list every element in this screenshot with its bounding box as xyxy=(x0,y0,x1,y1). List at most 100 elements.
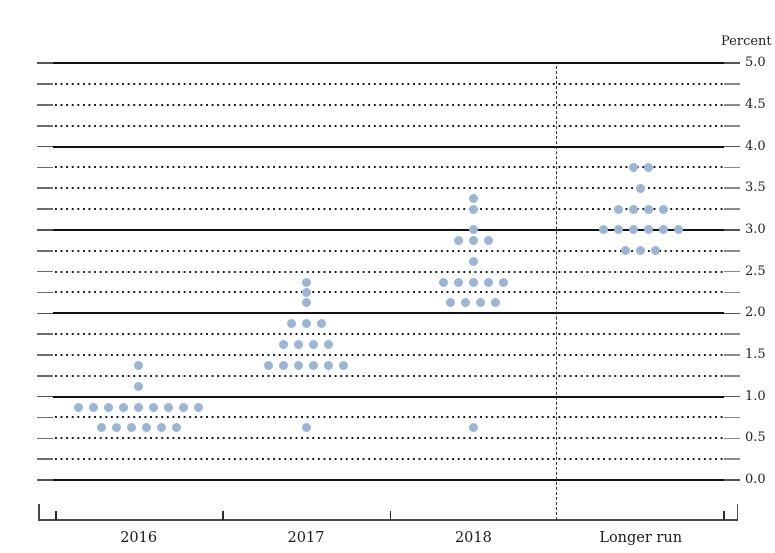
gridline-body xyxy=(53,374,724,377)
gridline-left-cap xyxy=(37,395,53,398)
projection-dot xyxy=(643,225,653,235)
projection-dot xyxy=(468,277,478,287)
gridline-solid xyxy=(37,479,740,481)
gridline-solid xyxy=(37,62,740,65)
gridline-right-cap xyxy=(724,333,740,335)
gridline-dotted xyxy=(37,416,740,419)
projection-dot xyxy=(126,423,136,433)
gridline-body xyxy=(53,145,724,148)
gridline-body xyxy=(53,62,724,65)
projection-dot xyxy=(483,235,493,245)
gridline-body xyxy=(53,270,724,273)
projection-dot xyxy=(104,402,114,412)
gridline-dotted xyxy=(37,270,740,273)
gridline-right-cap xyxy=(724,416,740,419)
gridline-body xyxy=(53,249,724,252)
projection-dot xyxy=(316,319,326,329)
projection-dot xyxy=(89,402,99,412)
x-category-label: Longer run xyxy=(599,530,683,546)
gridline-right-cap xyxy=(724,479,740,481)
projection-dot xyxy=(636,183,646,193)
projection-dot xyxy=(453,235,463,245)
projection-dot xyxy=(309,340,318,350)
y-tick-label: 4.5 xyxy=(745,96,766,112)
projection-dot xyxy=(279,340,288,350)
projection-dot xyxy=(194,402,204,412)
projection-dot xyxy=(643,204,653,214)
projection-dot xyxy=(171,423,181,433)
gridline-right-cap xyxy=(724,250,740,252)
gridline-body xyxy=(53,312,724,315)
gridline-left-cap xyxy=(37,354,53,356)
gridline-dotted xyxy=(37,187,740,190)
projection-dot xyxy=(141,423,151,433)
gridline-right-cap xyxy=(724,375,740,377)
gridline-body xyxy=(53,437,724,440)
projection-dot xyxy=(468,256,478,266)
gridline-body xyxy=(53,229,724,231)
gridline-right-cap xyxy=(724,354,740,356)
projection-dot xyxy=(468,423,478,433)
gridline-body xyxy=(53,353,724,356)
projection-dot xyxy=(134,360,144,370)
y-tick-label: 0.0 xyxy=(745,472,766,487)
projection-dot xyxy=(294,340,303,350)
gridline-dotted xyxy=(37,291,740,294)
gridline-solid xyxy=(37,395,740,398)
gridline-right-cap xyxy=(724,145,740,148)
projection-dot xyxy=(628,225,638,235)
gridline-left-cap xyxy=(37,62,53,65)
projection-dot xyxy=(309,360,318,370)
projection-dot xyxy=(476,298,486,308)
projection-dot xyxy=(119,402,129,412)
gridline-left-cap xyxy=(37,83,53,85)
gridline-body xyxy=(53,333,724,336)
projection-dot xyxy=(613,225,623,235)
projection-dot xyxy=(301,287,311,297)
gridline-body xyxy=(53,479,724,481)
gridline-solid xyxy=(37,229,740,231)
projection-dot xyxy=(628,162,638,172)
projection-dot xyxy=(613,204,623,214)
gridline-dotted xyxy=(37,458,740,461)
gridline-left-cap xyxy=(37,333,53,335)
projection-dot xyxy=(111,423,121,433)
projection-dot xyxy=(324,360,333,370)
projection-dot xyxy=(468,194,478,204)
gridline-left-cap xyxy=(37,375,53,377)
gridline-body xyxy=(53,458,724,461)
x-category-label: 2018 xyxy=(454,530,492,546)
gridline-body xyxy=(53,416,724,419)
longer-run-separator-dashed-line xyxy=(556,66,557,520)
gridline-left-cap xyxy=(37,187,53,190)
projection-dot xyxy=(294,360,303,370)
projection-dot xyxy=(468,225,478,235)
gridline-right-cap xyxy=(724,124,740,127)
y-tick-label: 5.0 xyxy=(745,55,766,71)
gridline-left-cap xyxy=(37,229,53,231)
gridline-dotted xyxy=(37,166,740,169)
projection-dot xyxy=(301,298,311,308)
gridline-right-cap xyxy=(724,291,740,294)
projection-dot xyxy=(621,246,631,256)
projection-dot xyxy=(179,402,189,412)
y-tick-label: 4.0 xyxy=(745,138,766,154)
gridline-right-cap xyxy=(724,166,740,169)
projection-dot xyxy=(156,423,166,433)
projection-dot xyxy=(468,235,478,245)
gridline-right-cap xyxy=(724,312,740,315)
gridline-left-cap xyxy=(37,104,53,106)
gridline-right-cap xyxy=(724,83,740,85)
projection-dot xyxy=(673,225,683,235)
x-axis-tick xyxy=(723,511,725,520)
gridline-body xyxy=(53,395,724,398)
projection-dot xyxy=(658,204,668,214)
y-tick-label: 3.0 xyxy=(745,221,766,237)
gridline-left-cap xyxy=(37,291,53,294)
gridline-left-cap xyxy=(37,312,53,315)
gridline-left-cap xyxy=(37,416,53,419)
projection-dot xyxy=(483,277,493,287)
projection-dot xyxy=(96,423,106,433)
projection-dot xyxy=(643,162,653,172)
